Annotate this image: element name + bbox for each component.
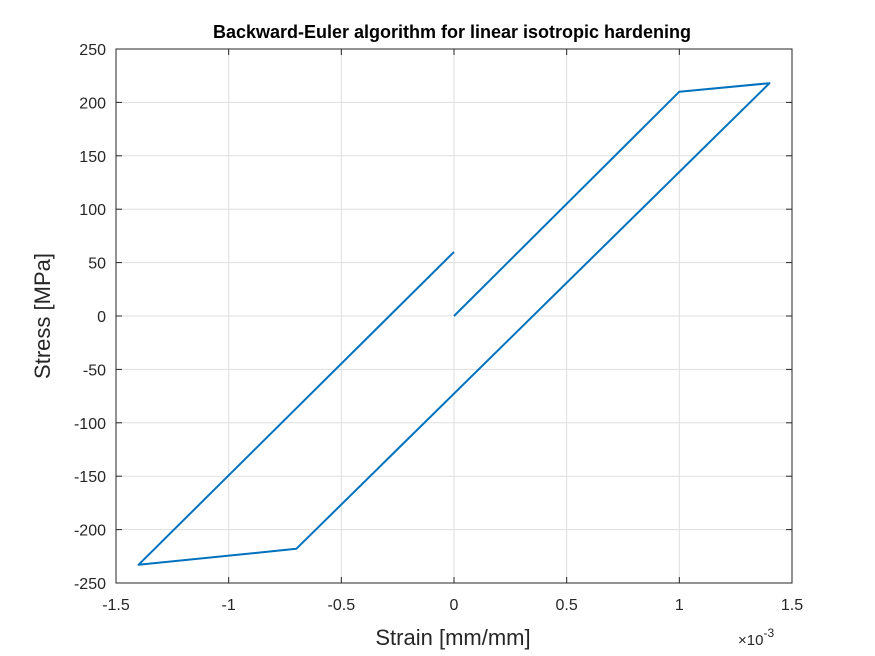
x-tick-label: 0 <box>450 597 459 614</box>
y-tick-label: -150 <box>74 469 106 486</box>
x-tick-labels: -1.5 -1 -0.5 0 0.5 1 1.5 <box>102 597 803 614</box>
series-layer <box>137 82 771 566</box>
x-tick-label: 1 <box>675 597 684 614</box>
chart-title: Backward-Euler algorithm for linear isot… <box>213 22 691 42</box>
x-axis-label: Strain [mm/mm] <box>375 625 530 650</box>
series-line <box>137 82 771 566</box>
y-tick-label: 250 <box>79 42 106 59</box>
x-tick-label: -0.5 <box>328 597 356 614</box>
y-tick-label: -200 <box>74 523 106 540</box>
x-tick-label: 0.5 <box>556 597 578 614</box>
y-tick-label: 100 <box>79 202 106 219</box>
y-tick-labels: -250 -200 -150 -100 -50 0 50 100 150 200 250 <box>74 42 106 593</box>
y-axis-label: Stress [MPa] <box>30 253 55 379</box>
x-exponent-label: ×10-3 <box>738 626 774 649</box>
x-exponent-base: ×10 <box>738 632 763 649</box>
y-tick-label: 150 <box>79 149 106 166</box>
x-tick-label: -1.5 <box>102 597 130 614</box>
x-tick-label: 1.5 <box>781 597 803 614</box>
y-tick-label: -250 <box>74 576 106 593</box>
y-tick-label: -50 <box>83 362 106 379</box>
y-tick-label: 200 <box>79 95 106 112</box>
y-tick-label: -100 <box>74 416 106 433</box>
y-tick-label: 0 <box>97 309 106 326</box>
x-exponent-power: -3 <box>763 626 774 640</box>
x-tick-label: -1 <box>222 597 236 614</box>
tick-marks <box>115 48 793 584</box>
y-tick-label: 50 <box>88 256 106 273</box>
